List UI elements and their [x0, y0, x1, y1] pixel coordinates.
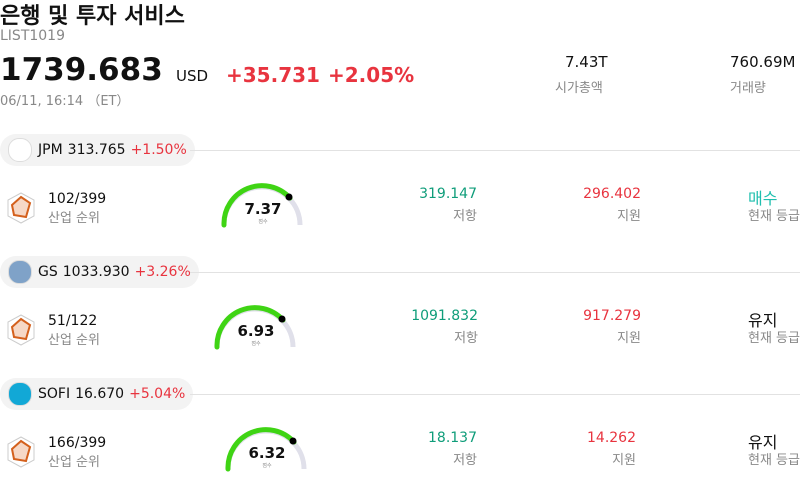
score: 6.93 [237, 322, 275, 340]
score: 6.32 [248, 444, 286, 462]
separator [190, 394, 800, 395]
rank: 102/399 [48, 191, 107, 207]
title: 은행 및 투자 서비스 [0, 4, 185, 29]
stock-change: +3.26% [134, 264, 191, 280]
rank-icon [7, 314, 35, 346]
ticker: SOFI [38, 386, 71, 402]
market-cap: 7.43T [565, 53, 608, 71]
rank-icon [7, 436, 35, 468]
resistance: 1091.832 [411, 308, 478, 324]
stock-chip[interactable]: GS 1033.930 +3.26% [0, 256, 199, 288]
score-label: 점수 [251, 341, 261, 347]
score: 7.37 [244, 200, 282, 218]
price: 1739.683 [0, 52, 163, 88]
stock-change: +5.04% [129, 386, 186, 402]
change-pct: +2.05% [328, 63, 415, 87]
change: +35.731 [226, 63, 320, 87]
resistance: 319.147 [419, 186, 477, 202]
rank-icon [7, 192, 35, 224]
support-label: 지원 [612, 453, 636, 468]
rank-label: 산업 순위 [48, 211, 100, 226]
stock-change: +1.50% [130, 142, 187, 158]
rating: 매수 [748, 189, 778, 208]
timestamp: 06/11, 16:14 （ET） [0, 94, 130, 109]
resistance-label: 저항 [453, 209, 477, 224]
support-label: 지원 [617, 209, 641, 224]
score-gauge [221, 183, 303, 228]
rating-label: 현재 등급 [748, 453, 800, 468]
rank: 51/122 [48, 313, 98, 329]
rank: 166/399 [48, 435, 107, 451]
stock-price: 313.765 [67, 142, 126, 158]
ticker: JPM [38, 142, 63, 158]
rank-label: 산업 순위 [48, 455, 100, 470]
stock-logo [8, 260, 32, 284]
stock-logo [8, 382, 32, 406]
stock-logo [8, 138, 32, 162]
score-gauge [214, 305, 296, 350]
rating-label: 현재 등급 [748, 209, 800, 224]
support: 296.402 [583, 186, 641, 202]
resistance-label: 저항 [453, 453, 477, 468]
score-label: 점수 [258, 219, 268, 225]
code: LIST1019 [0, 28, 65, 44]
separator [190, 272, 800, 273]
resistance-label: 저항 [454, 331, 478, 346]
rating-label: 현재 등급 [748, 331, 800, 346]
separator [190, 150, 800, 151]
volume-label: 거래량 [730, 81, 766, 96]
resistance: 18.137 [428, 430, 477, 446]
support-label: 지원 [617, 331, 641, 346]
stock-price: 1033.930 [62, 264, 130, 280]
market-cap-label: 시가총액 [555, 81, 603, 96]
support: 917.279 [583, 308, 641, 324]
score-gauge [225, 427, 307, 472]
stock-price: 16.670 [75, 386, 125, 402]
rating: 유지 [748, 311, 778, 330]
stock-chip[interactable]: JPM 313.765 +1.50% [0, 134, 195, 166]
rating: 유지 [748, 433, 778, 452]
currency: USD [176, 67, 209, 85]
support: 14.262 [587, 430, 636, 446]
volume: 760.69M [730, 53, 796, 71]
ticker: GS [38, 264, 58, 280]
stock-chip[interactable]: SOFI 16.670 +5.04% [0, 378, 194, 410]
rank-label: 산업 순위 [48, 333, 100, 348]
score-label: 점수 [262, 463, 272, 469]
